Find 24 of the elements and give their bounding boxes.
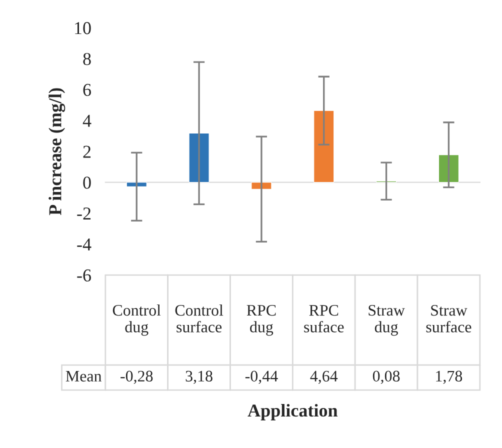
data-label: -0,28 — [120, 370, 153, 384]
data-label: 0,08 — [372, 370, 400, 384]
data-label: 1,78 — [436, 370, 462, 384]
data-label: 4,64 — [310, 370, 338, 384]
x-axis-title: Application — [248, 404, 338, 420]
y-tick-label: 4 — [82, 114, 92, 127]
y-axis-title: P increase (mg/l) — [48, 88, 66, 216]
data-label: -0,44 — [245, 370, 278, 384]
x-tick-label: Straw dug — [368, 304, 405, 336]
y-tick-label: 2 — [83, 146, 91, 158]
y-tick-label: 10 — [75, 22, 91, 34]
y-tick-label: -2 — [77, 208, 91, 220]
y-tick-label: -4 — [77, 238, 92, 250]
y-tick-label: 8 — [83, 52, 91, 66]
x-tick-label: Control dug — [112, 304, 161, 336]
x-tick-label: RPC dug — [246, 304, 276, 336]
y-tick-label: -6 — [77, 269, 91, 282]
y-tick-label: 6 — [83, 84, 91, 96]
x-tick-label: RPC suface — [304, 304, 344, 332]
x-tick-label: Control surface — [175, 304, 224, 332]
y-tick-label: 0 — [83, 176, 91, 189]
text: Mean — [66, 370, 102, 382]
x-tick-label: Straw surface — [426, 304, 472, 332]
data-label: 3,18 — [186, 370, 212, 384]
